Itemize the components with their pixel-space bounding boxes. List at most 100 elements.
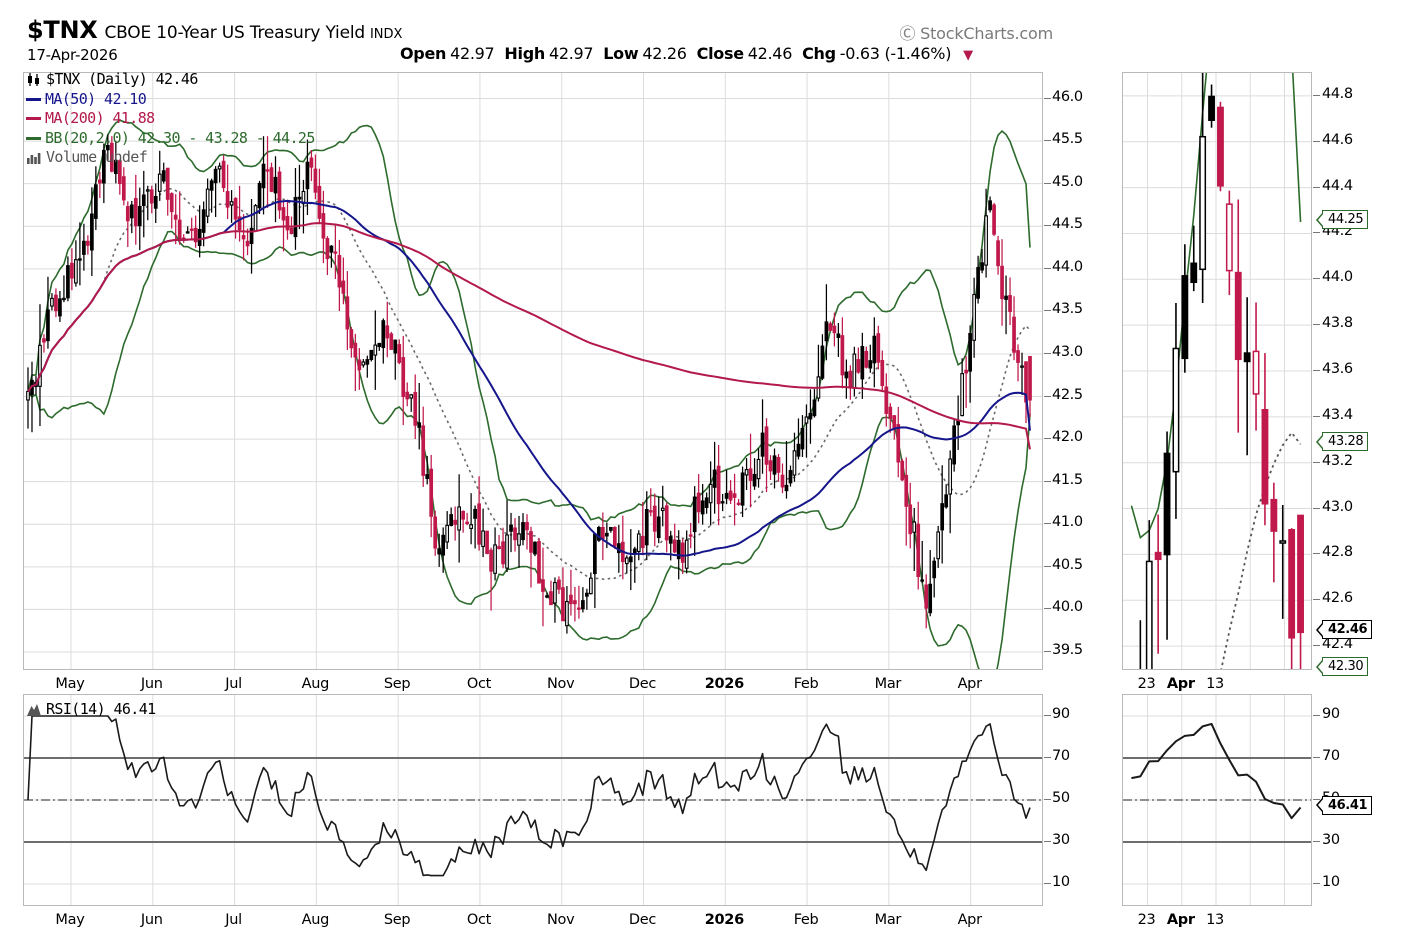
rsi-y-tick-label: 30 [1052, 832, 1070, 848]
y-tick-mark [1044, 225, 1051, 227]
y-tick-mark [1044, 523, 1051, 525]
x-tick-label: Apr [957, 676, 982, 692]
stockcharts-brand: Ⓒ StockCharts.com [899, 20, 1053, 44]
down-arrow-icon: ▼ [963, 48, 973, 63]
y-tick-mark [1313, 324, 1320, 326]
mountain-icon [26, 703, 43, 716]
rsi-y-tick-label: 10 [1052, 874, 1070, 890]
price-tag-value: 43.28 [1328, 434, 1364, 450]
x-tick-label: Aug [301, 676, 330, 692]
tag-pointer-inner-icon [1318, 622, 1324, 637]
y-tick-label: 43.0 [1052, 343, 1083, 360]
zoom-rsi-y-tick-mark [1313, 883, 1320, 884]
y-tick-label: 45.0 [1052, 173, 1083, 190]
rsi-tag-value: 46.41 [1328, 797, 1368, 813]
zoom-rsi-plot [1123, 695, 1311, 905]
y-tick-mark [1044, 140, 1051, 142]
zoom-rsi-y-tick-label: 10 [1322, 874, 1340, 890]
y-tick-label: 39.5 [1052, 641, 1083, 658]
open-label: Open [400, 44, 447, 63]
legend-row-ma200: MA(200) 41.88 [26, 109, 315, 129]
y-tick-mark [1313, 140, 1320, 142]
y-tick-mark [1044, 608, 1051, 610]
x-tick-label: Feb [793, 676, 819, 692]
y-tick-mark [1313, 553, 1320, 555]
tag-pointer-inner-icon [1318, 659, 1324, 674]
rsi-x-tick-label: Jun [140, 912, 163, 928]
ohlc-summary: Open 42.97 High 42.97 Low 42.26 Close 42.46 Chg -… [400, 44, 973, 63]
y-tick-label: 43.6 [1322, 361, 1353, 377]
rsi-x-tick-label: Apr [957, 912, 982, 928]
rsi-y-tick-mark [1044, 715, 1051, 716]
y-tick-mark [1313, 370, 1320, 371]
zoom-price-panel[interactable] [1122, 72, 1312, 670]
low-value: 42.26 [642, 44, 687, 63]
y-tick-mark [1313, 461, 1320, 463]
y-tick-mark [1313, 186, 1320, 188]
y-tick-label: 44.4 [1322, 177, 1353, 194]
legend-row-bb: BB(20,2.0) 42.30 - 43.28 - 44.25 [26, 129, 315, 149]
y-tick-mark [1313, 94, 1320, 96]
main-rsi-plot [24, 695, 1042, 905]
legend-bb-label: BB(20,2.0) 42.30 - 43.28 - 44.25 [45, 128, 315, 147]
y-tick-label: 42.6 [1322, 590, 1353, 607]
chg-value: -0.63 (-1.46%) [839, 44, 952, 63]
y-tick-label: 44.6 [1322, 131, 1353, 148]
volume-bars-icon [26, 152, 43, 164]
legend-price-label: $TNX (Daily) 42.46 [46, 70, 198, 88]
zoom-rsi-panel[interactable] [1122, 694, 1312, 906]
x-tick-label: Jul [225, 676, 242, 692]
y-tick-mark [1044, 650, 1051, 652]
chg-label: Chg [802, 44, 836, 63]
y-tick-mark [1313, 278, 1320, 280]
zoom-rsi-x-tick-label: 13 [1206, 912, 1224, 928]
y-tick-label: 43.2 [1322, 452, 1353, 469]
high-label: High [504, 44, 545, 63]
rsi-x-tick-label: May [55, 912, 85, 928]
main-price-plot [24, 73, 1042, 669]
legend-row-volume: Volume undef [26, 148, 315, 168]
rsi-legend: RSI(14) 46.41 [26, 700, 156, 718]
zoom-rsi-y-tick-mark [1313, 757, 1320, 758]
price-tag-44.25: 44.25 [1316, 210, 1369, 229]
price-tag-value: 44.25 [1328, 212, 1364, 227]
x-tick-label: 2026 [704, 676, 744, 692]
legend-row-price: $TNX (Daily) 42.46 [26, 70, 315, 90]
price-tag-42.30: 42.30 [1316, 657, 1369, 676]
zoom-rsi-x-tick-label: 23 [1137, 912, 1156, 928]
price-tag-value: 42.30 [1328, 659, 1364, 674]
y-tick-mark [1313, 507, 1320, 509]
legend-row-ma50: MA(50) 42.10 [26, 90, 315, 110]
y-tick-label: 44.0 [1322, 269, 1353, 286]
y-tick-mark [1044, 438, 1051, 440]
low-label: Low [603, 44, 639, 63]
symbol-index-tag: INDX [369, 27, 403, 42]
y-tick-mark [1044, 352, 1051, 354]
brand-label: StockCharts.com [920, 24, 1053, 43]
main-rsi-panel[interactable] [23, 694, 1043, 906]
zoom-rsi-y-tick-label: 30 [1322, 832, 1340, 848]
tag-pointer-inner-icon [1318, 434, 1324, 449]
chart-header: $TNX CBOE 10-Year US Treasury Yield INDX Ⓒ… [0, 0, 1408, 72]
ma200-swatch-icon [26, 117, 41, 121]
y-tick-label: 43.0 [1322, 498, 1353, 515]
rsi-x-tick-label: Sep [383, 912, 411, 928]
y-tick-label: 40.0 [1052, 599, 1083, 616]
price-tag-value: 42.46 [1328, 622, 1368, 638]
y-tick-mark [1044, 480, 1051, 482]
price-tag-43.28: 43.28 [1316, 432, 1369, 452]
high-value: 42.97 [548, 44, 594, 63]
y-tick-mark [1313, 232, 1320, 234]
x-tick-label: Oct [466, 676, 492, 692]
y-tick-label: 43.4 [1322, 406, 1353, 423]
y-tick-label: 43.8 [1322, 315, 1353, 332]
tag-pointer-inner-icon [1318, 212, 1324, 227]
rsi-y-tick-mark [1044, 757, 1051, 758]
y-tick-mark [1044, 395, 1051, 397]
quote-date: 17-Apr-2026 [27, 46, 118, 64]
main-price-panel[interactable] [23, 72, 1043, 670]
legend-ma200-label: MA(200) 41.88 [45, 109, 155, 127]
symbol-ticker[interactable]: $TNX [27, 16, 98, 44]
zoom-rsi-x-tick-label: Apr [1166, 912, 1195, 928]
